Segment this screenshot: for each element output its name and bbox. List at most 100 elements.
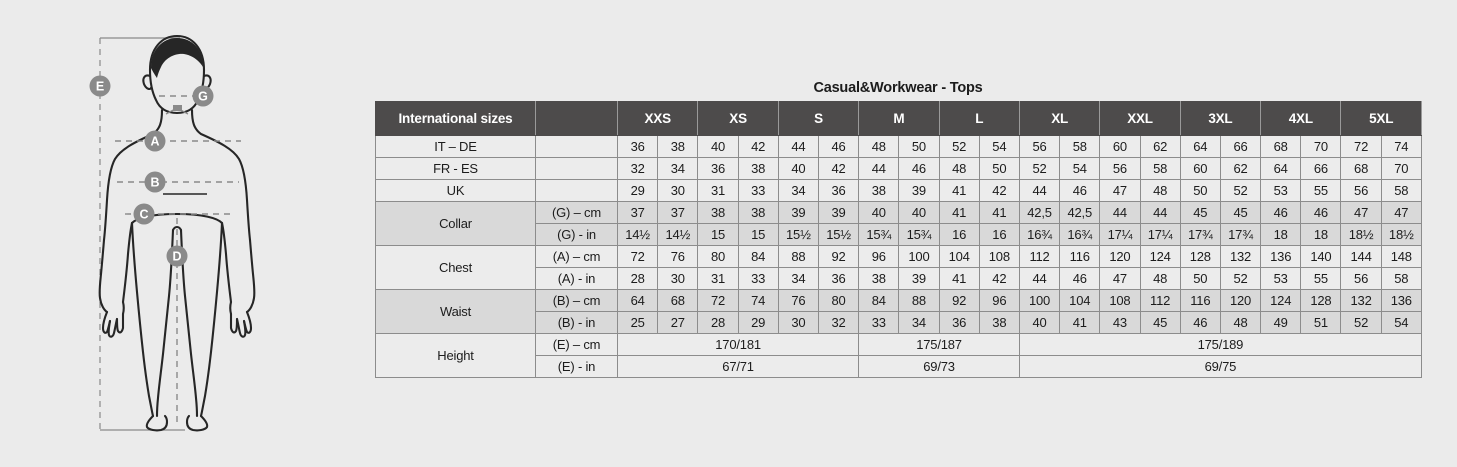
table-cell: 52 (1219, 267, 1262, 290)
table-row: IT – DE 36 38 40 42 44 46 48 50 52 54 56 58 60 62 64 66 6… (375, 135, 1422, 158)
table-cell: 38 (858, 179, 900, 202)
table-cell: 48 (1139, 267, 1181, 290)
table-cell: 15 (737, 223, 779, 246)
table-cell: 116 (1179, 289, 1221, 312)
table-cell: 58 (1059, 135, 1101, 158)
row-unit: (B) - in (535, 311, 618, 334)
table-cell: 38 (737, 157, 779, 180)
table-cell: 44 (858, 157, 900, 180)
table-cell: 14½ (657, 223, 699, 246)
table-cell: 34 (777, 267, 819, 290)
table-cell: 46 (1059, 179, 1101, 202)
table-cell: 18½ (1340, 223, 1382, 246)
body-measurement-diagram: E G A B C (55, 18, 285, 438)
table-cell: 36 (697, 157, 739, 180)
table-cell: 76 (657, 245, 699, 268)
table-cell: 66 (1219, 135, 1262, 158)
table-row: FR - ES 32 34 36 38 40 42 44 46 48 50 52 54 56 58 60 62 6… (375, 157, 1422, 180)
table-cell: 46 (1300, 201, 1342, 224)
header-size-xxl: XXL (1099, 101, 1181, 136)
header-size-l: L (938, 101, 1020, 136)
table-cell: 30 (657, 179, 699, 202)
header-size-m: M (858, 101, 940, 136)
row-label-waist: Waist (375, 289, 536, 334)
table-cell: 132 (1340, 289, 1382, 312)
table-cell: 44 (777, 135, 819, 158)
table-cell: 53 (1260, 267, 1302, 290)
table-cell: 104 (1059, 289, 1101, 312)
table-cell: 128 (1179, 245, 1221, 268)
table-cell: 52 (1340, 311, 1382, 334)
marker-group: E G A B C (89, 75, 214, 267)
table-row: Height (E) – cm 170/181 175/187 175/189 (375, 333, 1422, 378)
table-cell: 38 (697, 201, 739, 224)
table-cell: 44 (1139, 201, 1181, 224)
table-cell: 54 (1380, 311, 1422, 334)
table-cell: 96 (858, 245, 900, 268)
table-cell: 51 (1300, 311, 1342, 334)
table-cell: 60 (1179, 157, 1221, 180)
table-head: International sizes XXS XS S M L XL XXL 3XL 4XL 5X… (375, 101, 1422, 136)
table-cell: 58 (1380, 179, 1422, 202)
table-cell: 48 (1219, 311, 1262, 334)
row-unit: (G) – cm (535, 201, 618, 224)
table-header-row: International sizes XXS XS S M L XL XXL 3XL 4XL 5X… (375, 101, 1422, 136)
table-cell: 140 (1300, 245, 1342, 268)
table-cell: 14½ (616, 223, 659, 246)
table-cell: 38 (858, 267, 900, 290)
table-cell: 15 (697, 223, 739, 246)
marker-E: E (89, 75, 111, 97)
table-cell: 41 (978, 201, 1020, 224)
table-cell: 44 (1018, 179, 1061, 202)
table-cell: 136 (1380, 289, 1422, 312)
table-cell: 88 (898, 289, 940, 312)
header-international-sizes: International sizes (375, 101, 536, 136)
row-unit: (A) – cm (535, 245, 618, 268)
table-cell: 100 (1018, 289, 1061, 312)
table-cell: 56 (1018, 135, 1061, 158)
table-cell: 62 (1219, 157, 1262, 180)
table-cell: 31 (697, 179, 739, 202)
table-cell: 148 (1380, 245, 1422, 268)
table-cell: 52 (938, 135, 980, 158)
row-label-chest: Chest (375, 245, 536, 290)
header-size-xxs: XXS (616, 101, 699, 136)
table-row: Chest (A) – cm 72 76 80 84 88 92 96 100 104 108 112 1… (375, 245, 1422, 290)
table-cell: 46 (817, 135, 860, 158)
table-cell: 40 (1018, 311, 1061, 334)
table-cell: 64 (616, 289, 659, 312)
header-size-3xl: 3XL (1179, 101, 1262, 136)
body-figure-svg: E G A B C (89, 34, 256, 432)
table-cell: 31 (697, 267, 739, 290)
table-cell: 74 (737, 289, 779, 312)
table-cell: 88 (777, 245, 819, 268)
table-cell: 58 (1139, 157, 1181, 180)
table-cell: 44 (1018, 267, 1061, 290)
table-cell: 30 (657, 267, 699, 290)
table-cell: 45 (1179, 201, 1221, 224)
table-cell: 55 (1300, 267, 1342, 290)
svg-text:E: E (96, 80, 104, 94)
table-cell-merged: 67/71 (616, 355, 860, 378)
table-cell: 72 (1340, 135, 1382, 158)
table-cell: 16¾ (1059, 223, 1101, 246)
table-row: UK 29 30 31 33 34 36 38 39 41 42 44 46 47 48 50 52 53 55 56… (375, 179, 1422, 202)
table-cell: 136 (1260, 245, 1302, 268)
table-cell: 38 (737, 201, 779, 224)
table-cell: 36 (817, 179, 860, 202)
table-cell: 33 (858, 311, 900, 334)
table-cell: 80 (697, 245, 739, 268)
table-cell: 41 (1059, 311, 1101, 334)
marker-B: B (144, 171, 166, 193)
table-cell: 124 (1260, 289, 1302, 312)
table-cell: 42 (978, 179, 1020, 202)
table-cell: 43 (1099, 311, 1141, 334)
table-cell: 72 (697, 289, 739, 312)
table-cell: 37 (657, 201, 699, 224)
table-cell: 112 (1139, 289, 1181, 312)
table-cell: 56 (1099, 157, 1141, 180)
table-cell: 39 (777, 201, 819, 224)
table-cell: 40 (898, 201, 940, 224)
table-cell: 16 (938, 223, 980, 246)
table-cell: 17¼ (1099, 223, 1141, 246)
